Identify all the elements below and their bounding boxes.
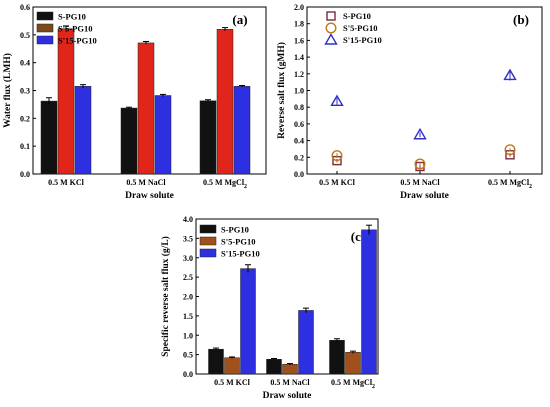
legend-swatch bbox=[199, 224, 217, 234]
bar-S15PG10-2 bbox=[361, 229, 377, 375]
legend-label: S'5-PG10 bbox=[221, 237, 255, 247]
bar-S5PG10-2 bbox=[216, 29, 234, 175]
legend-label: S'15-PG10 bbox=[221, 249, 260, 259]
y-tick-label: 0.2 bbox=[294, 153, 304, 162]
y-tick-label: 0.4 bbox=[20, 59, 30, 68]
bar-S5PG10-0 bbox=[224, 357, 240, 375]
panel-label: (b) bbox=[513, 12, 529, 27]
point-S15PG10-0 bbox=[330, 94, 344, 107]
legend-marker bbox=[324, 33, 338, 45]
bar-SPG10-2 bbox=[329, 340, 345, 375]
bar-S5PG10-0 bbox=[57, 28, 75, 175]
y-tick-label: 0.6 bbox=[20, 3, 30, 12]
legend-marker bbox=[325, 22, 337, 34]
bar-S5PG10-1 bbox=[282, 364, 298, 375]
y-tick-label: 0.3 bbox=[20, 87, 30, 96]
legend-swatch bbox=[36, 35, 54, 45]
bar-S5PG10-2 bbox=[345, 352, 361, 375]
x-axis-title: Draw solute bbox=[263, 391, 312, 401]
bar-S15PG10-1 bbox=[154, 95, 172, 175]
y-tick-label: 2.0 bbox=[183, 293, 193, 302]
point-S15PG10-2 bbox=[503, 68, 517, 81]
x-category-label: 0.5 M MgCl2 bbox=[203, 178, 247, 190]
y-tick-label: 1.6 bbox=[294, 36, 304, 45]
point-S15PG10-1 bbox=[413, 127, 427, 140]
bar-S15PG10-1 bbox=[298, 310, 314, 375]
y-tick-label: 0.2 bbox=[20, 114, 30, 123]
y-axis-title: Water flux (LMH) bbox=[2, 53, 13, 128]
y-tick-label: 0.0 bbox=[294, 170, 304, 179]
y-tick-label: 1.0 bbox=[183, 331, 193, 340]
y-tick-label: 1.0 bbox=[294, 87, 304, 96]
point-S5PG10-1 bbox=[414, 158, 426, 170]
panel-label: (a) bbox=[232, 12, 247, 27]
y-tick-label: 3.0 bbox=[183, 254, 193, 263]
panel-a: 0.0 0.1 0.2 0.3 0.4 0.5 0.6 0.5 M KCl 0.5 M NaCl… bbox=[2, 3, 267, 201]
x-category-label: 0.5 M KCl bbox=[214, 378, 251, 387]
bar-SPG10-0 bbox=[40, 100, 58, 175]
y-tick-label: 3.5 bbox=[183, 234, 193, 243]
bar-S5PG10-1 bbox=[137, 42, 155, 175]
legend-label: S'15-PG10 bbox=[58, 36, 97, 46]
legend-label: S'5-PG10 bbox=[58, 24, 92, 34]
y-axis-title: Specific reverse salt flux (g/L) bbox=[160, 236, 171, 357]
y-tick-label: 1.2 bbox=[294, 70, 304, 79]
bar-S15PG10-2 bbox=[233, 86, 251, 175]
x-axis-title: Draw solute bbox=[400, 191, 449, 201]
y-tick-label: 2.5 bbox=[183, 273, 193, 282]
legend-marker bbox=[326, 11, 336, 21]
legend-label: S-PG10 bbox=[58, 12, 86, 22]
x-axis-title: Draw solute bbox=[125, 191, 174, 201]
panel-b: 0.0 0.2 0.4 0.6 0.8 1.0 1.2 1.4 1.6 1.8 2.0 0.5 M K… bbox=[276, 3, 543, 201]
y-tick-label: 0.5 bbox=[183, 351, 193, 360]
panel-c: 0.0 0.5 1.0 1.5 2.0 2.5 3.0 3.5 4.0 0.5 M KCl 0.5 … bbox=[160, 215, 379, 401]
y-tick-label: 0.0 bbox=[183, 370, 193, 379]
bar-S15PG10-0 bbox=[240, 268, 256, 375]
point-S5PG10-2 bbox=[504, 144, 516, 156]
y-tick-label: 0.4 bbox=[294, 137, 304, 146]
bar-SPG10-1 bbox=[120, 107, 138, 175]
y-axis-title: Reverse salt flux (gMH) bbox=[276, 42, 287, 139]
x-category-label: 0.5 M MgCl2 bbox=[331, 378, 375, 390]
y-tick-label: 0.6 bbox=[294, 120, 304, 129]
bar-SPG10-0 bbox=[208, 348, 224, 375]
legend-swatch bbox=[199, 236, 217, 246]
y-tick-label: 1.8 bbox=[294, 20, 304, 29]
y-tick-label: 4.0 bbox=[183, 215, 193, 224]
legend-swatch bbox=[36, 11, 54, 21]
x-category-label: 0.5 M KCl bbox=[319, 178, 356, 187]
point-S5PG10-0 bbox=[331, 150, 343, 162]
y-tick-label: 0.1 bbox=[20, 142, 30, 151]
y-tick-label: 0.0 bbox=[20, 170, 30, 179]
legend-swatch bbox=[199, 248, 217, 258]
y-tick-label: 1.4 bbox=[294, 53, 304, 62]
legend-label: S'5-PG10 bbox=[343, 23, 377, 33]
legend-label: S-PG10 bbox=[343, 11, 371, 21]
legend-label: S'15-PG10 bbox=[343, 35, 382, 45]
y-tick-label: 1.5 bbox=[183, 312, 193, 321]
x-category-label: 0.5 M MgCl2 bbox=[488, 178, 532, 190]
y-tick-label: 0.8 bbox=[294, 103, 304, 112]
legend-label: S-PG10 bbox=[221, 225, 249, 235]
bar-SPG10-2 bbox=[199, 100, 217, 175]
x-category-label: 0.5 M NaCl bbox=[126, 178, 166, 187]
x-category-label: 0.5 M NaCl bbox=[400, 178, 440, 187]
y-tick-label: 2.0 bbox=[294, 3, 304, 12]
x-category-label: 0.5 M NaCl bbox=[270, 378, 310, 387]
y-tick-label: 0.5 bbox=[20, 31, 30, 40]
x-category-label: 0.5 M KCl bbox=[48, 178, 85, 187]
legend-swatch bbox=[36, 23, 54, 33]
bar-S15PG10-0 bbox=[74, 86, 92, 175]
bar-SPG10-1 bbox=[266, 359, 282, 375]
